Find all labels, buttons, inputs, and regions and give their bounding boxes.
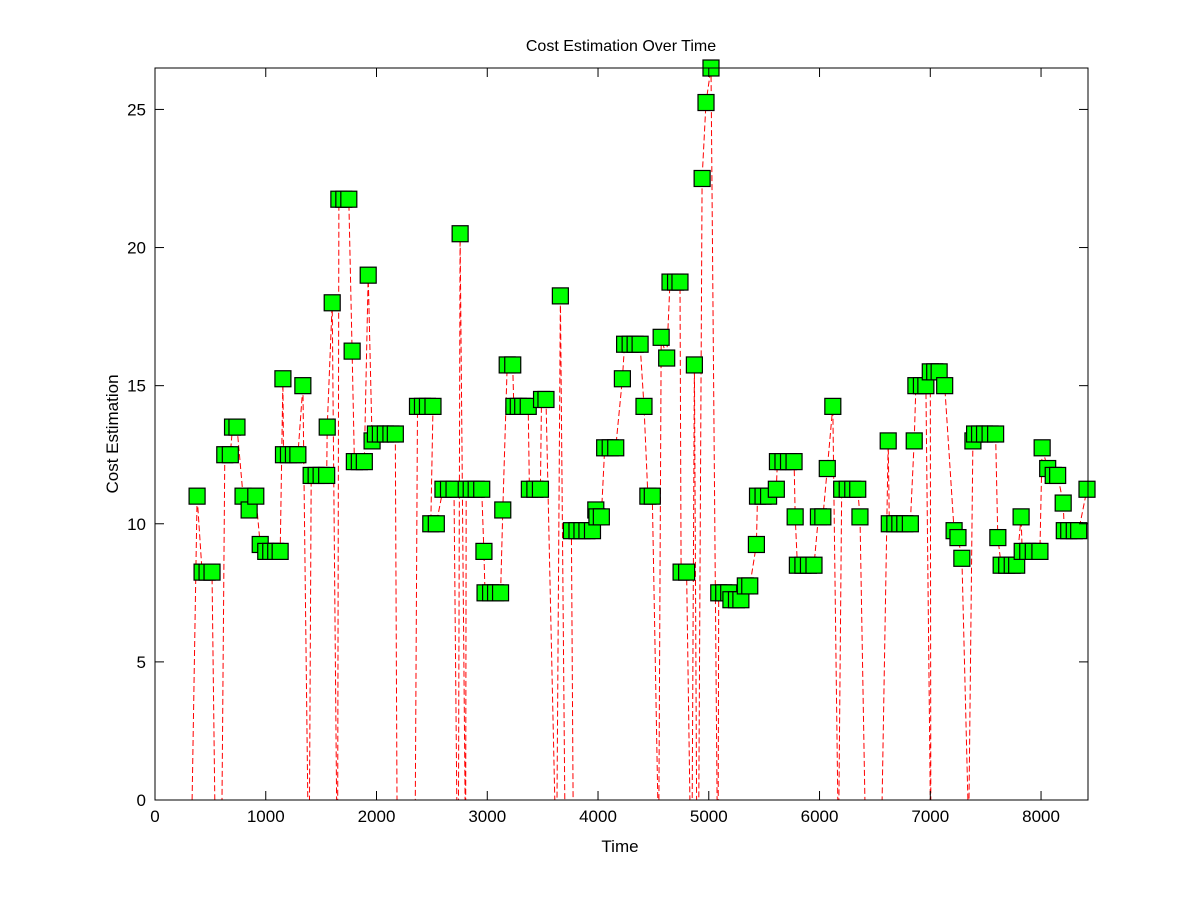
x-tick-label: 3000	[468, 807, 506, 826]
data-point-marker	[953, 549, 971, 567]
data-point-marker	[228, 418, 246, 436]
plot-area	[155, 68, 1088, 800]
data-point-marker	[203, 563, 221, 581]
chart-title: Cost Estimation Over Time	[526, 38, 716, 55]
data-point-marker	[1070, 522, 1088, 540]
data-point-marker	[531, 480, 550, 498]
data-point-marker	[818, 459, 836, 478]
data-point-marker	[697, 93, 715, 112]
data-point-marker	[905, 432, 923, 450]
data-point-marker	[355, 453, 373, 471]
data-point-marker	[247, 487, 265, 505]
data-point-marker	[685, 356, 703, 374]
data-point-marker	[221, 446, 239, 464]
y-tick-label: 25	[127, 100, 146, 119]
data-point-marker	[936, 377, 954, 395]
data-point-marker	[289, 446, 307, 464]
data-point-marker	[1031, 542, 1049, 560]
data-point-marker	[1033, 439, 1051, 457]
data-point-marker	[537, 390, 555, 409]
data-point-marker	[741, 577, 759, 595]
data-point-marker	[631, 335, 649, 353]
data-point-marker	[785, 453, 803, 471]
data-point-marker	[849, 480, 867, 498]
data-point-marker	[343, 342, 361, 360]
data-point-marker	[901, 515, 919, 533]
data-point-marker	[989, 528, 1007, 547]
data-point-marker	[613, 370, 631, 388]
data-point-marker	[949, 528, 967, 547]
data-point-marker	[318, 466, 336, 485]
data-point-marker	[643, 487, 661, 505]
x-tick-label: 5000	[690, 807, 728, 826]
data-point-marker	[592, 508, 610, 526]
data-point-marker	[294, 377, 312, 395]
data-point-marker	[693, 169, 711, 188]
data-point-marker	[607, 439, 625, 457]
y-tick-label: 10	[127, 515, 146, 534]
data-point-marker	[551, 287, 569, 305]
y-axis-label: Cost Estimation	[103, 374, 122, 493]
data-point-marker	[424, 397, 442, 415]
y-tick-label: 5	[137, 653, 146, 672]
data-point-marker	[427, 515, 445, 533]
x-tick-label: 7000	[911, 807, 949, 826]
data-point-marker	[323, 294, 341, 312]
data-point-marker	[451, 225, 469, 243]
data-point-marker	[359, 266, 377, 284]
y-tick-label: 20	[127, 239, 146, 258]
data-point-marker	[504, 356, 522, 374]
x-tick-label: 1000	[247, 807, 285, 826]
x-tick-label: 6000	[801, 807, 839, 826]
y-tick-label: 0	[137, 791, 146, 810]
data-point-marker	[340, 190, 358, 208]
data-point-marker	[386, 425, 404, 443]
data-point-marker	[786, 508, 804, 526]
data-point-marker	[188, 487, 206, 505]
data-point-marker	[767, 480, 785, 498]
x-tick-label: 0	[150, 807, 159, 826]
data-point-marker	[747, 535, 765, 554]
marker-layer	[188, 59, 1096, 609]
y-tick-label: 15	[127, 377, 146, 396]
x-tick-label: 4000	[579, 807, 617, 826]
data-point-marker	[491, 584, 510, 602]
data-point-marker	[494, 501, 512, 519]
x-tick-label: 8000	[1022, 807, 1060, 826]
data-point-marker	[274, 370, 292, 388]
data-point-marker	[652, 328, 670, 346]
x-tick-label: 2000	[358, 807, 396, 826]
data-point-marker	[1054, 494, 1072, 512]
data-point-marker	[1049, 466, 1067, 485]
data-point-marker	[805, 556, 823, 574]
data-point-marker	[635, 397, 653, 415]
axes-box	[154, 67, 1089, 801]
data-point-marker	[318, 418, 336, 436]
data-point-marker	[851, 508, 869, 526]
data-point-marker	[678, 563, 696, 581]
data-point-marker	[1012, 508, 1030, 526]
data-point-marker	[1078, 480, 1096, 498]
data-point-marker	[475, 542, 493, 560]
tick-layer: 0 1000 2000 3000 4000 5000 6000 7000 8000 0 5 10 15 2…	[127, 68, 1088, 826]
data-point-marker	[879, 432, 897, 450]
data-point-marker	[473, 480, 491, 498]
data-point-marker	[824, 397, 842, 415]
x-axis-label: Time	[601, 837, 638, 856]
data-point-marker	[987, 425, 1005, 443]
data-point-marker	[658, 349, 676, 367]
data-point-marker	[814, 508, 832, 526]
data-point-marker	[271, 542, 289, 560]
data-point-marker	[671, 273, 689, 291]
